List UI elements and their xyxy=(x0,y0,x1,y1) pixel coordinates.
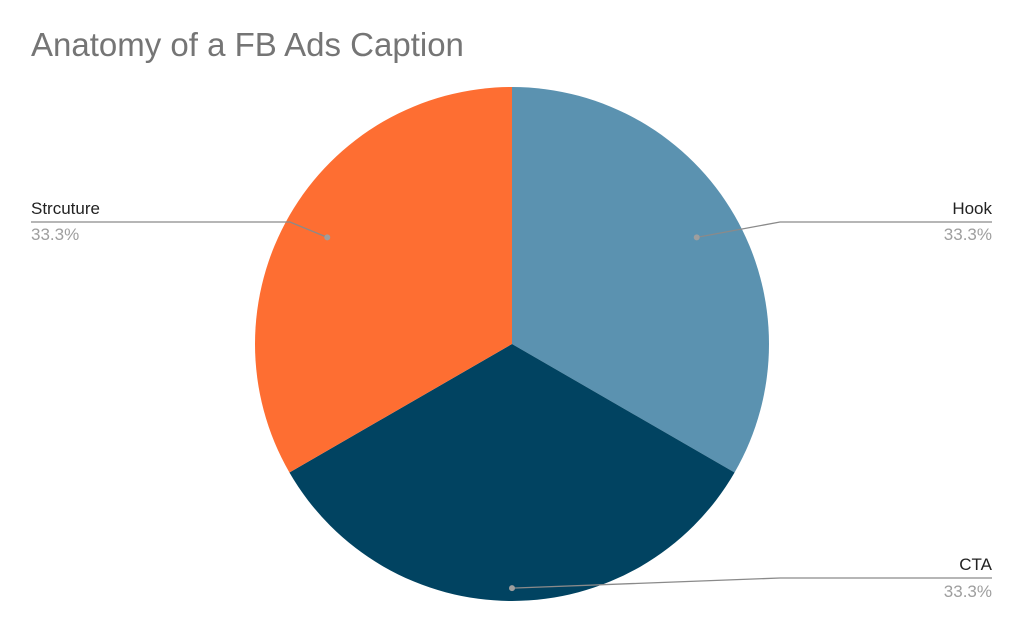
leader-line-cta xyxy=(511,577,992,589)
slice-percent-strcuture: 33.3% xyxy=(31,225,79,244)
pie-slice-strcuture xyxy=(254,87,512,473)
pie-slices xyxy=(254,87,769,601)
leader-dot-hook xyxy=(693,234,700,241)
slice-percent-cta: 33.3% xyxy=(944,582,992,601)
pie-slice-hook xyxy=(512,87,769,473)
slice-label-hook: Hook xyxy=(952,199,992,218)
leader-dot-cta xyxy=(509,585,515,592)
chart-title: Anatomy of a FB Ads Caption xyxy=(31,26,464,63)
slice-labels: Hook 33.3% CTA 33.3% Strcuture 33.3% xyxy=(31,199,993,601)
leader-lines xyxy=(31,221,992,592)
leader-line-strcuture xyxy=(31,221,328,238)
slice-label-cta: CTA xyxy=(959,555,992,574)
slice-label-strcuture: Strcuture xyxy=(31,199,100,218)
slice-percent-hook: 33.3% xyxy=(944,225,992,244)
leader-dot-strcuture xyxy=(324,234,331,241)
leader-line-hook xyxy=(696,221,992,238)
